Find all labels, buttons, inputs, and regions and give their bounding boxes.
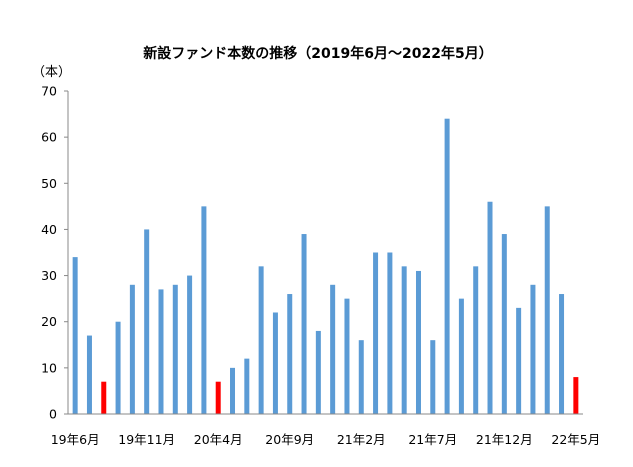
bar bbox=[129, 284, 135, 414]
bar bbox=[358, 340, 364, 414]
x-tick-label: 21年12月 bbox=[476, 432, 533, 447]
x-tick-label: 19年6月 bbox=[51, 432, 100, 447]
bar bbox=[444, 118, 450, 414]
y-tick-label: 70 bbox=[41, 84, 57, 99]
bar bbox=[244, 358, 250, 414]
bar bbox=[530, 284, 536, 414]
y-axis-ticks: 0 10 20 30 40 50 60 70 bbox=[41, 84, 68, 422]
x-axis-ticks: 19年6月 19年11月 20年4月 20年9月 21年2月 21年7月 21年12月 22年… bbox=[51, 432, 601, 447]
bar bbox=[86, 335, 92, 414]
x-tick-label: 22年5月 bbox=[551, 432, 600, 447]
bar bbox=[387, 252, 393, 414]
y-tick-label: 40 bbox=[41, 222, 57, 237]
bar bbox=[501, 234, 507, 414]
y-tick-label: 20 bbox=[41, 314, 57, 329]
bar bbox=[301, 234, 307, 414]
bar bbox=[544, 206, 550, 414]
bar bbox=[158, 289, 164, 414]
x-tick-label: 21年2月 bbox=[337, 432, 386, 447]
bar bbox=[516, 307, 522, 414]
bar bbox=[72, 257, 78, 414]
bar bbox=[172, 284, 178, 414]
y-tick-label: 0 bbox=[49, 407, 57, 422]
x-tick-label: 21年7月 bbox=[408, 432, 457, 447]
bar bbox=[201, 206, 207, 414]
y-axis-unit: （本） bbox=[32, 65, 71, 80]
bar bbox=[430, 340, 436, 414]
bar bbox=[373, 252, 379, 414]
bar-highlight bbox=[101, 381, 107, 414]
bar bbox=[230, 367, 236, 414]
x-tick-label: 19年11月 bbox=[118, 432, 175, 447]
bar bbox=[144, 229, 150, 414]
y-tick-label: 50 bbox=[41, 176, 57, 191]
y-tick-label: 10 bbox=[41, 360, 57, 375]
y-tick-label: 30 bbox=[41, 268, 57, 283]
bar-highlight bbox=[573, 377, 579, 414]
bar bbox=[287, 294, 293, 414]
chart-title: 新設ファンド本数の推移（2019年6月～2022年5月） bbox=[143, 45, 492, 62]
bar bbox=[458, 298, 464, 414]
y-tick-label: 60 bbox=[41, 130, 57, 145]
bar-highlight bbox=[215, 381, 221, 414]
bar bbox=[315, 330, 321, 414]
bar bbox=[473, 266, 479, 414]
bar bbox=[330, 284, 336, 414]
x-tick-label: 20年9月 bbox=[265, 432, 314, 447]
bar bbox=[415, 270, 421, 414]
bar bbox=[258, 266, 264, 414]
bar bbox=[487, 201, 493, 414]
x-tick-label: 20年4月 bbox=[194, 432, 243, 447]
bar bbox=[559, 294, 565, 414]
bars bbox=[72, 118, 579, 414]
bar bbox=[115, 321, 121, 414]
bar bbox=[187, 275, 193, 414]
bar bbox=[401, 266, 407, 414]
bar bbox=[272, 312, 278, 414]
bar bbox=[344, 298, 350, 414]
